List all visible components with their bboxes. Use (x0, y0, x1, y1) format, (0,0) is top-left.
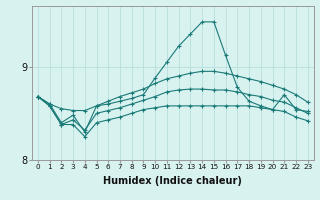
X-axis label: Humidex (Indice chaleur): Humidex (Indice chaleur) (103, 176, 242, 186)
